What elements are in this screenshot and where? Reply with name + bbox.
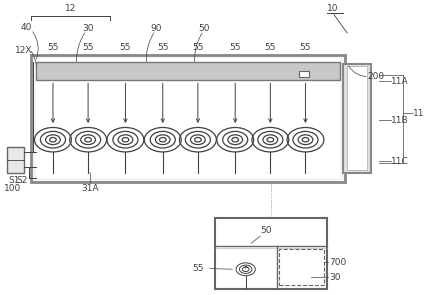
Text: 50: 50 (199, 24, 210, 32)
Bar (343, 64, 371, 173)
Bar (36, 62, 340, 80)
Bar (299, 71, 309, 77)
Text: 30: 30 (82, 24, 94, 32)
Text: 700: 700 (330, 258, 347, 267)
Text: 12X: 12X (15, 46, 32, 55)
Text: 11C: 11C (391, 157, 409, 165)
Text: 55: 55 (47, 43, 59, 52)
Text: 31A: 31A (82, 184, 99, 193)
Text: 11: 11 (413, 109, 424, 118)
Text: 55: 55 (300, 43, 311, 52)
Text: 10: 10 (327, 4, 339, 13)
Text: 55: 55 (192, 264, 204, 273)
Bar (31, 55, 345, 181)
Text: 100: 100 (4, 184, 21, 193)
Text: S1: S1 (8, 176, 19, 185)
Text: 55: 55 (192, 43, 204, 52)
Text: 40: 40 (21, 23, 32, 32)
Bar (347, 66, 367, 170)
Text: S2: S2 (16, 176, 28, 185)
Text: 55: 55 (229, 43, 241, 52)
Text: 55: 55 (157, 43, 168, 52)
Text: 55: 55 (264, 43, 276, 52)
Bar (215, 218, 327, 289)
Bar (36, 58, 340, 178)
Text: 30: 30 (330, 273, 341, 282)
Text: 55: 55 (120, 43, 131, 52)
Text: 11A: 11A (391, 77, 409, 86)
Text: 55: 55 (82, 43, 94, 52)
Bar (7, 147, 23, 173)
Text: 200: 200 (367, 72, 384, 81)
Text: 90: 90 (151, 24, 162, 32)
Text: 50: 50 (260, 226, 272, 235)
Bar (279, 249, 324, 285)
Text: 12: 12 (65, 4, 76, 13)
Text: 11B: 11B (391, 116, 409, 125)
